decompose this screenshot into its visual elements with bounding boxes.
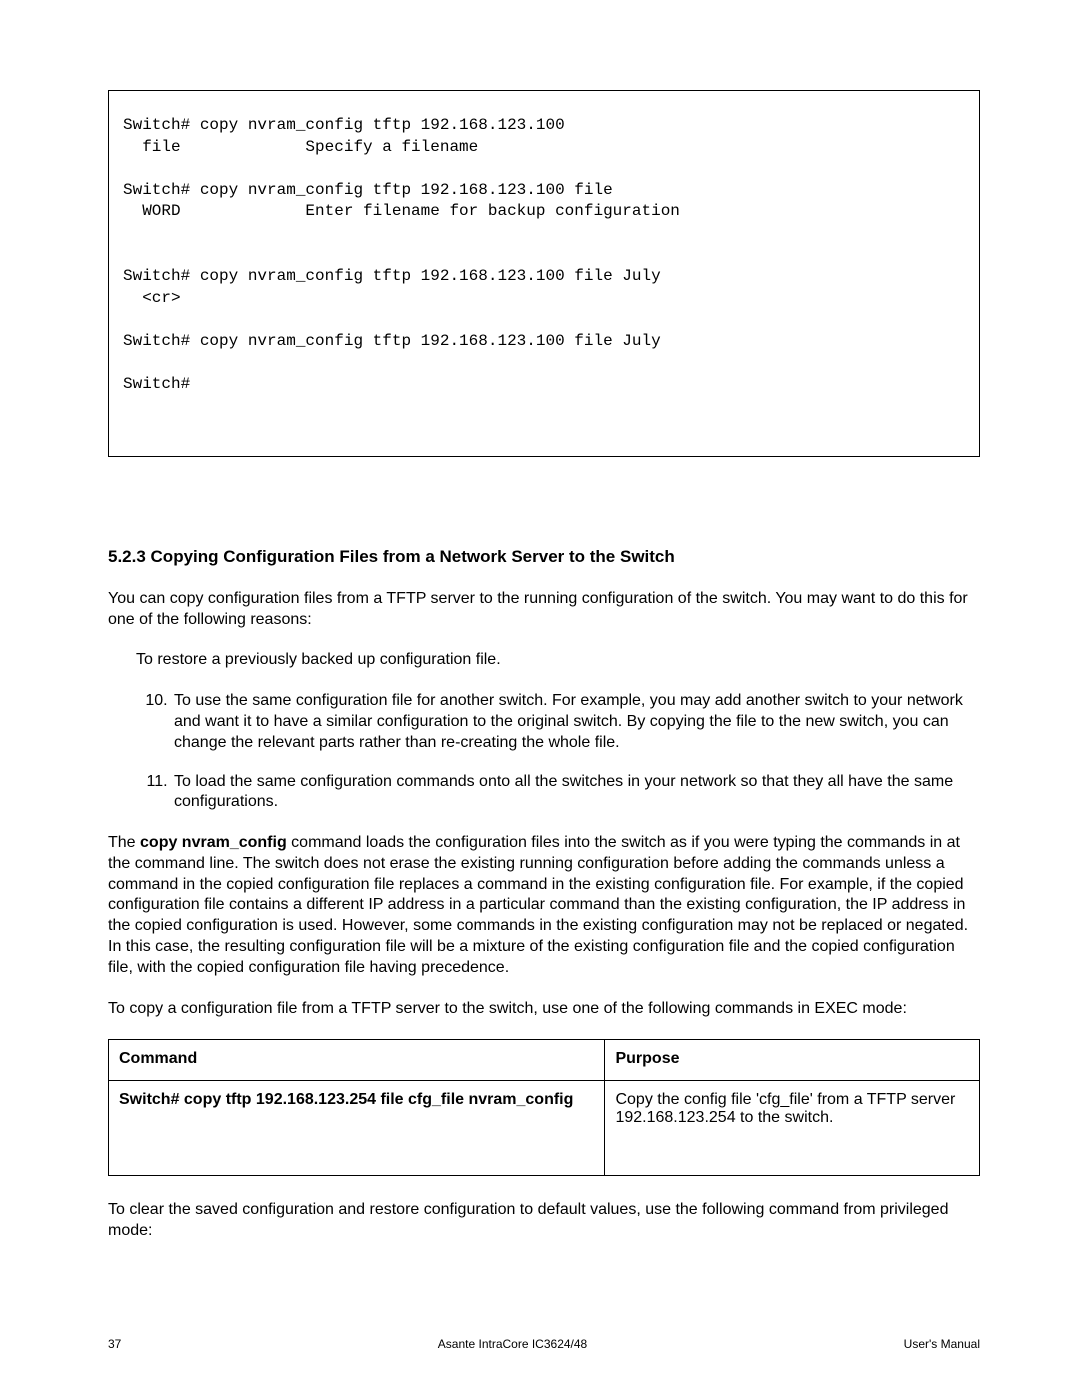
paragraph-clear-config: To clear the saved configuration and res… (108, 1200, 980, 1242)
page-footer: 37 Asante IntraCore IC3624/48 User's Man… (108, 1337, 980, 1351)
table-header-purpose: Purpose (605, 1040, 980, 1081)
document-page: Switch# copy nvram_config tftp 192.168.1… (0, 0, 1080, 1397)
table-header-command: Command (109, 1040, 605, 1081)
command-table: Command Purpose Switch# copy tftp 192.16… (108, 1039, 980, 1176)
terminal-output-box: Switch# copy nvram_config tftp 192.168.1… (108, 90, 980, 457)
paragraph-copy-nvram: The copy nvram_config command loads the … (108, 833, 980, 979)
numbered-list: To use the same configuration file for a… (108, 691, 980, 813)
table-cell-purpose: Copy the config file 'cfg_file' from a T… (605, 1081, 980, 1176)
table-header-row: Command Purpose (109, 1040, 980, 1081)
list-item: To load the same configuration commands … (172, 772, 980, 814)
paragraph-intro: You can copy configuration files from a … (108, 589, 980, 631)
footer-doc-title: User's Manual (904, 1337, 980, 1351)
paragraph-exec-mode: To copy a configuration file from a TFTP… (108, 999, 980, 1020)
bold-command: copy nvram_config (140, 834, 287, 851)
text-run: The (108, 834, 140, 851)
footer-product: Asante IntraCore IC3624/48 (438, 1337, 587, 1351)
restore-line: To restore a previously backed up config… (136, 650, 980, 671)
list-item: To use the same configuration file for a… (172, 691, 980, 753)
text-run: command loads the configuration files in… (108, 834, 968, 976)
table-cell-command: Switch# copy tftp 192.168.123.254 file c… (109, 1081, 605, 1176)
footer-page-number: 37 (108, 1337, 121, 1351)
table-row: Switch# copy tftp 192.168.123.254 file c… (109, 1081, 980, 1176)
section-heading: 5.2.3 Copying Configuration Files from a… (108, 547, 980, 567)
